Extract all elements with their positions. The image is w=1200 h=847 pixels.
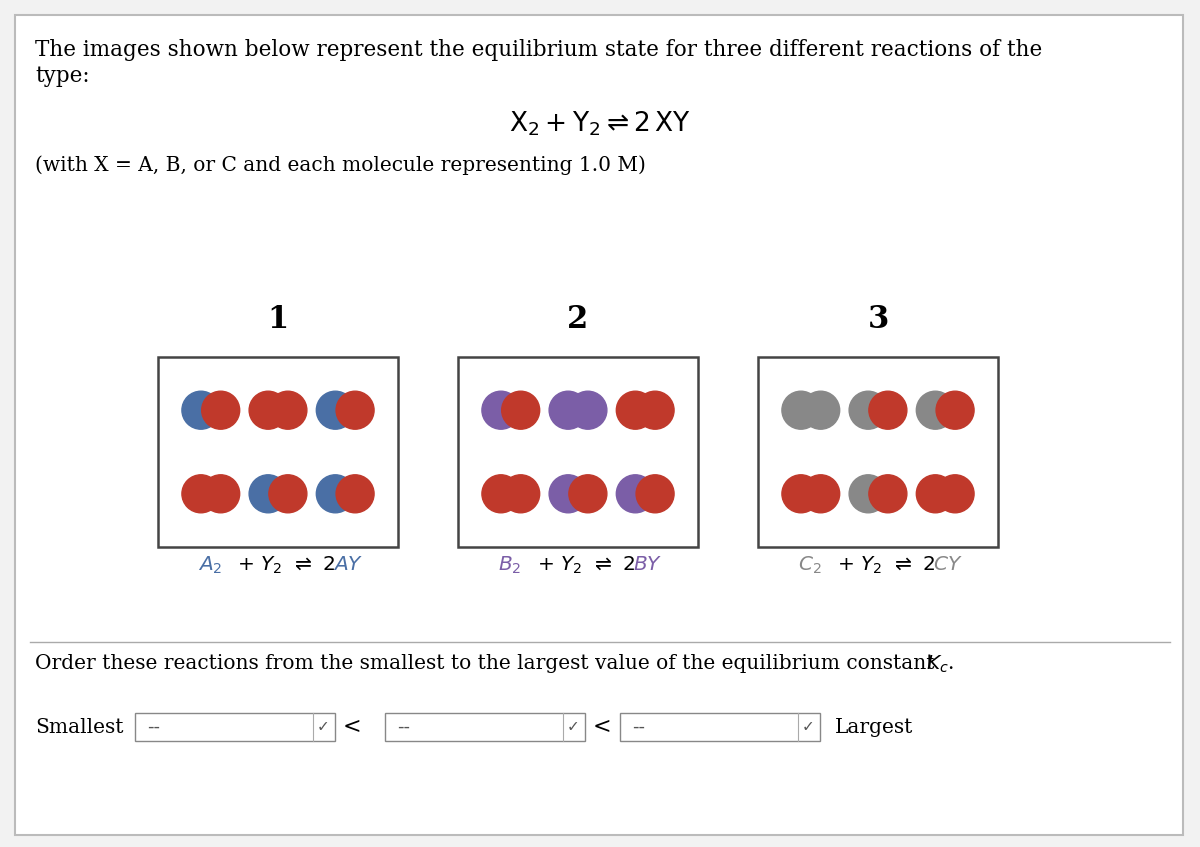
Text: $+\ Y_2$: $+\ Y_2$ bbox=[538, 555, 582, 576]
Text: $2$: $2$ bbox=[922, 555, 935, 574]
Text: ✓: ✓ bbox=[566, 719, 580, 734]
Circle shape bbox=[317, 475, 354, 512]
Text: $2$: $2$ bbox=[622, 555, 635, 574]
Circle shape bbox=[636, 475, 674, 512]
Circle shape bbox=[502, 391, 540, 429]
Text: $\rightleftharpoons$: $\rightleftharpoons$ bbox=[292, 555, 313, 574]
Text: $2$: $2$ bbox=[322, 555, 335, 574]
Bar bbox=[458, 357, 698, 547]
Text: $CY$: $CY$ bbox=[934, 555, 962, 574]
Circle shape bbox=[202, 391, 240, 429]
Text: $C_2$: $C_2$ bbox=[798, 555, 822, 576]
Text: Largest: Largest bbox=[835, 717, 913, 737]
Text: $\rightleftharpoons$: $\rightleftharpoons$ bbox=[592, 555, 613, 574]
Text: (with X = A, B, or C and each molecule representing 1.0 M): (with X = A, B, or C and each molecule r… bbox=[35, 155, 646, 174]
Text: $A_2$: $A_2$ bbox=[198, 555, 222, 576]
Circle shape bbox=[250, 475, 287, 512]
Circle shape bbox=[869, 475, 907, 512]
Circle shape bbox=[336, 391, 374, 429]
Circle shape bbox=[269, 391, 307, 429]
Circle shape bbox=[250, 391, 287, 429]
Circle shape bbox=[482, 475, 520, 512]
Text: --: -- bbox=[632, 718, 646, 736]
Circle shape bbox=[502, 475, 540, 512]
Circle shape bbox=[917, 391, 954, 429]
Circle shape bbox=[482, 391, 520, 429]
Text: The images shown below represent the equilibrium state for three different react: The images shown below represent the equ… bbox=[35, 39, 1043, 61]
Text: $+\ Y_2$: $+\ Y_2$ bbox=[238, 555, 282, 576]
Text: 3: 3 bbox=[868, 304, 889, 335]
Circle shape bbox=[782, 391, 820, 429]
Text: 2: 2 bbox=[568, 304, 589, 335]
Circle shape bbox=[936, 391, 974, 429]
Circle shape bbox=[802, 475, 840, 512]
Circle shape bbox=[182, 475, 220, 512]
Circle shape bbox=[917, 475, 954, 512]
Bar bbox=[134, 713, 335, 741]
Text: ✓: ✓ bbox=[317, 719, 329, 734]
Text: --: -- bbox=[397, 718, 410, 736]
Circle shape bbox=[850, 391, 887, 429]
Text: $B_2$: $B_2$ bbox=[498, 555, 522, 576]
Text: $+\ Y_2$: $+\ Y_2$ bbox=[838, 555, 882, 576]
Text: 1: 1 bbox=[268, 304, 288, 335]
Circle shape bbox=[636, 391, 674, 429]
Circle shape bbox=[202, 475, 240, 512]
Bar bbox=[758, 357, 998, 547]
Text: --: -- bbox=[148, 718, 160, 736]
Circle shape bbox=[617, 391, 654, 429]
Circle shape bbox=[317, 391, 354, 429]
Bar bbox=[620, 713, 820, 741]
Bar bbox=[385, 713, 586, 741]
Circle shape bbox=[869, 391, 907, 429]
Circle shape bbox=[550, 475, 587, 512]
Text: $K_c$.: $K_c$. bbox=[926, 654, 954, 675]
Circle shape bbox=[850, 475, 887, 512]
Circle shape bbox=[336, 475, 374, 512]
Circle shape bbox=[782, 475, 820, 512]
Circle shape bbox=[802, 391, 840, 429]
Circle shape bbox=[269, 475, 307, 512]
Text: <: < bbox=[343, 716, 361, 738]
Text: $\rightleftharpoons$: $\rightleftharpoons$ bbox=[892, 555, 913, 574]
Bar bbox=[158, 357, 398, 547]
Circle shape bbox=[550, 391, 587, 429]
Circle shape bbox=[569, 475, 607, 512]
Text: Smallest: Smallest bbox=[35, 717, 124, 737]
Circle shape bbox=[936, 475, 974, 512]
Circle shape bbox=[569, 391, 607, 429]
Text: $BY$: $BY$ bbox=[634, 555, 662, 574]
Circle shape bbox=[617, 475, 654, 512]
Text: <: < bbox=[593, 716, 611, 738]
Circle shape bbox=[182, 391, 220, 429]
Text: $\mathrm{X_2 + Y_2 \rightleftharpoons 2\,XY}$: $\mathrm{X_2 + Y_2 \rightleftharpoons 2\… bbox=[509, 109, 691, 137]
FancyBboxPatch shape bbox=[14, 15, 1183, 835]
Text: type:: type: bbox=[35, 65, 90, 87]
Text: Order these reactions from the smallest to the largest value of the equilibrium : Order these reactions from the smallest … bbox=[35, 654, 941, 673]
Text: $AY$: $AY$ bbox=[332, 555, 364, 574]
Text: ✓: ✓ bbox=[802, 719, 815, 734]
